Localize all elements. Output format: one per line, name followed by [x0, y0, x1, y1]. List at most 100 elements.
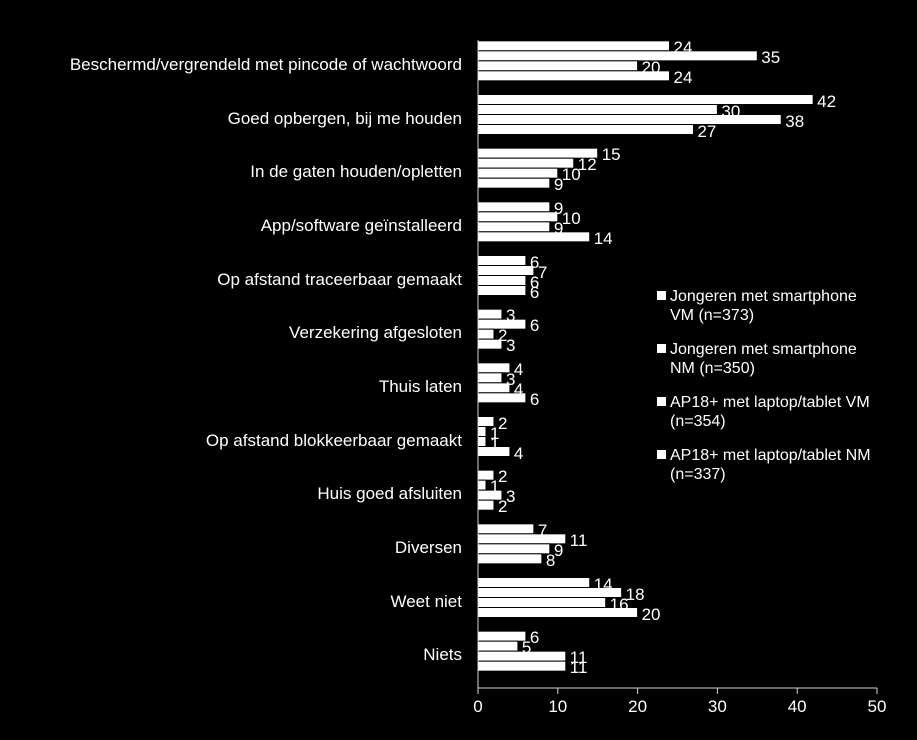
x-tick-label: 40 [787, 697, 807, 716]
category-label: In de gaten houden/opletten [250, 162, 462, 182]
value-label: 4 [513, 443, 524, 463]
x-tick-label: 20 [628, 697, 648, 716]
value-label: 6 [529, 316, 540, 336]
value-label: 35 [761, 47, 781, 67]
category-label: App/software geïnstalleerd [260, 215, 462, 235]
value-label: 2 [497, 413, 508, 433]
value-label: 3 [505, 336, 516, 356]
legend-label: Jongeren met smartphone NM (n=350) [670, 341, 857, 377]
value-label: 18 [625, 584, 645, 604]
value-label: 3 [505, 487, 516, 507]
x-tick-label: 10 [548, 697, 568, 716]
value-label: 5 [521, 638, 532, 658]
legend-label: AP18+ met laptop/tablet NM (n=337) [670, 447, 871, 483]
category-label: Thuis laten [378, 376, 462, 396]
value-label: 3 [505, 369, 516, 389]
value-label: 4 [513, 379, 524, 399]
bar [477, 640, 519, 652]
category-label: Op afstand traceerbaar gemaakt [217, 269, 462, 289]
bar [477, 285, 527, 296]
legend-label: AP18+ met laptop/tablet VM (n=354) [670, 394, 870, 430]
value-label: 6 [529, 628, 540, 648]
value-label: 9 [553, 540, 564, 560]
x-tick-label: 30 [707, 697, 727, 716]
bar [477, 265, 535, 276]
bar [477, 231, 591, 243]
bar [477, 577, 591, 588]
bar [477, 211, 559, 223]
value-label: 2 [497, 326, 508, 346]
value-label: 10 [561, 165, 581, 185]
value-label: 8 [545, 550, 556, 570]
bar [477, 630, 527, 642]
value-label: 3 [505, 306, 516, 326]
bar [477, 50, 758, 62]
value-label: 6 [529, 389, 540, 409]
value-label: 7 [537, 262, 548, 282]
bar [477, 372, 503, 384]
value-label: 11 [569, 648, 588, 668]
value-label: 6 [529, 282, 540, 302]
bar [477, 255, 527, 266]
value-label: 12 [577, 155, 597, 175]
legend-swatch [657, 291, 666, 300]
value-label: 9 [553, 218, 564, 238]
value-label: 11 [569, 530, 588, 550]
bar [477, 436, 487, 447]
bar [477, 533, 567, 545]
category-label: Goed opbergen, bij me houden [227, 108, 462, 128]
value-label: 1 [489, 477, 500, 497]
value-label: 6 [529, 272, 540, 292]
bar [477, 221, 551, 233]
category-label: Verzekering afgesloten [289, 323, 462, 343]
category-label: Niets [423, 645, 462, 665]
bar [477, 60, 639, 72]
value-label: 1 [489, 433, 500, 453]
value-label: 24 [673, 37, 693, 57]
legend-label: Jongeren met smartphone VM (n=373) [670, 288, 857, 324]
value-label: 14 [593, 574, 613, 594]
legend-swatch [657, 397, 666, 406]
value-label: 4 [513, 359, 524, 379]
bar [477, 553, 543, 565]
bar [477, 94, 814, 105]
value-label: 20 [641, 604, 661, 624]
value-label: 15 [601, 145, 621, 165]
value-label: 2 [497, 467, 508, 487]
bar [477, 104, 718, 115]
category-label: Huis goed afsluiten [317, 484, 462, 504]
value-label: 20 [641, 57, 661, 77]
value-label: 9 [553, 175, 564, 195]
legend-swatch [657, 344, 666, 353]
bar [477, 157, 575, 169]
value-label: 1 [489, 423, 500, 443]
bar [477, 308, 503, 320]
value-label: 38 [785, 111, 805, 131]
value-label: 24 [673, 67, 693, 87]
value-label: 2 [497, 497, 508, 517]
bar [477, 479, 487, 491]
value-label: 42 [817, 91, 837, 111]
bar [477, 543, 551, 555]
bar [477, 40, 671, 52]
value-label: 9 [553, 198, 564, 218]
value-label: 10 [561, 208, 581, 228]
value-label: 14 [593, 228, 613, 248]
bar [477, 275, 527, 286]
bar [477, 124, 694, 135]
bar [477, 426, 487, 437]
category-label: Op afstand blokkeerbaar gemaakt [205, 430, 462, 450]
value-label: 16 [609, 594, 629, 614]
bar [477, 201, 551, 213]
legend-swatch [657, 450, 666, 459]
value-label: 7 [537, 520, 548, 540]
bar [477, 523, 535, 535]
category-label: Beschermd/vergrendeld met pincode of wac… [69, 54, 462, 74]
x-tick-label: 0 [473, 697, 483, 716]
bar [477, 660, 567, 672]
value-label: 11 [569, 658, 588, 678]
value-label: 30 [721, 101, 741, 121]
bar [477, 328, 495, 340]
